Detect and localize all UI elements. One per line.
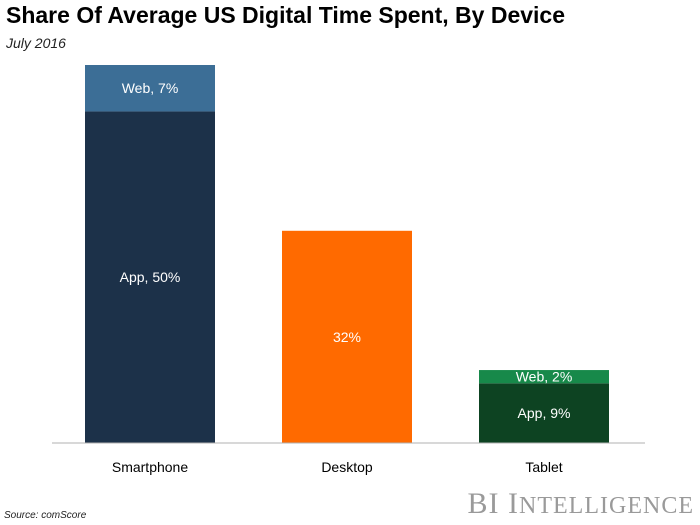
bar-smartphone-web [85,65,215,112]
x-tick-label-smartphone: Smartphone [112,459,188,475]
brand-logo: BI INTELLIGENCE [468,487,694,521]
x-tick-label-desktop: Desktop [321,459,373,475]
data-label-smartphone-web: Web, 7% [122,80,179,96]
data-label-tablet-app: App, 9% [518,405,571,421]
source-note: Source: comScore [4,510,87,521]
chart-title: Share Of Average US Digital Time Spent, … [6,2,566,28]
bar-smartphone-app [85,111,215,443]
data-label-smartphone-app: App, 50% [120,269,181,285]
chart-subtitle: July 2016 [6,35,66,51]
x-tick-label-tablet: Tablet [525,459,562,475]
bar-desktop-desktop [282,230,412,443]
bar-tablet-web [479,370,609,384]
data-label-tablet-web: Web, 2% [516,369,573,385]
data-label-desktop-desktop: 32% [333,329,361,345]
bar-tablet-app [479,383,609,443]
brand-name: INTELLIGENCE [508,487,694,520]
brand-prefix: BI [467,487,500,520]
